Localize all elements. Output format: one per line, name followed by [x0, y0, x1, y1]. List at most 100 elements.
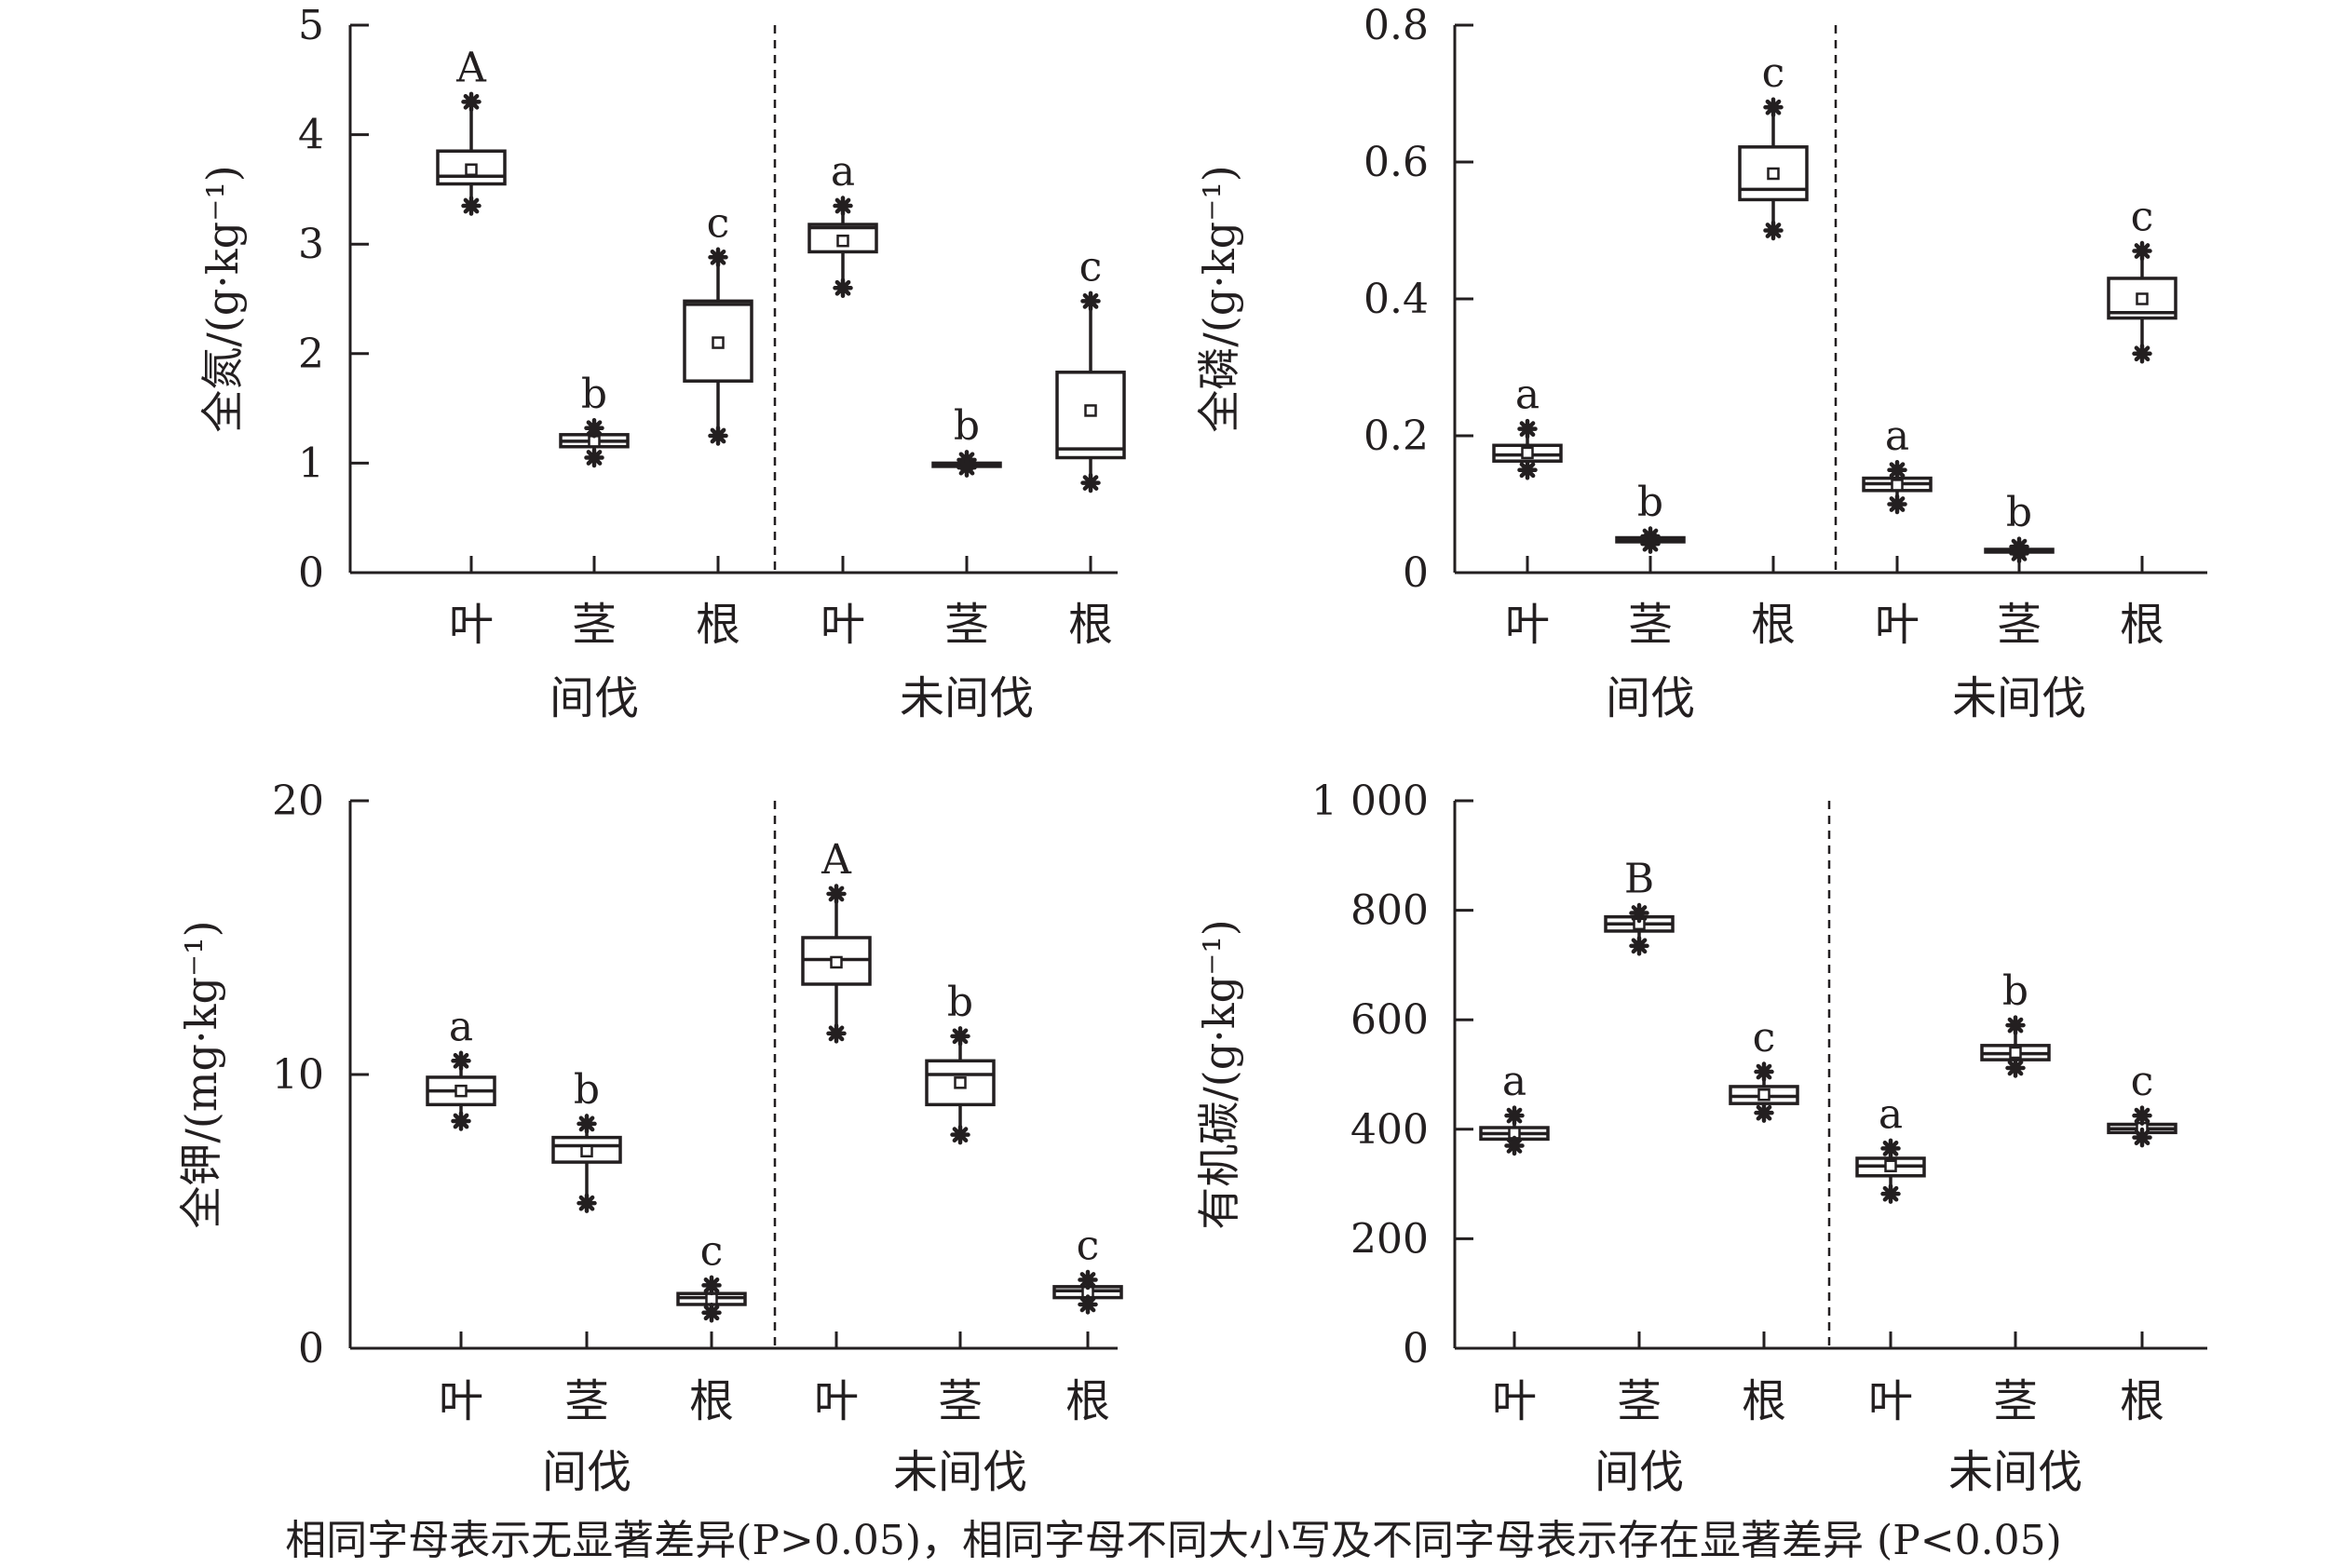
y-tick-label: 0.4 [1363, 276, 1429, 323]
y-tick-label: 3 [298, 221, 324, 268]
x-tick-label: 茎 [564, 1375, 609, 1427]
box-1: a [1479, 1058, 1550, 1156]
min-point [1887, 493, 1907, 515]
max-point [1763, 97, 1784, 117]
x-tick-label: 茎 [938, 1375, 983, 1427]
mean-marker [705, 1292, 718, 1305]
significance-letter: a [1885, 412, 1909, 460]
box-5: b [1980, 967, 2051, 1078]
x-tick-label: 茎 [572, 599, 617, 651]
significance-letter: A [821, 836, 852, 884]
group-label: 间伐 [1594, 1446, 1684, 1498]
x-tick-label: 根 [696, 599, 740, 651]
x-tick-label: 茎 [1628, 599, 1673, 651]
significance-letter: c [1077, 1223, 1100, 1270]
significance-letter: c [1079, 243, 1103, 291]
x-tick-label: 根 [1751, 599, 1796, 651]
box-3: c [683, 199, 753, 446]
box-2: b [1615, 479, 1686, 554]
x-tick-label: 叶 [1875, 599, 1920, 651]
box-1: A [436, 44, 507, 216]
y-tick-label: 4 [298, 112, 324, 159]
max-point [451, 1050, 471, 1072]
max-point [1078, 1269, 1098, 1291]
chart-panel-1: 0 1 2 3 4 5 全氮/(g·kg⁻¹) 叶 茎 根 叶 茎 根间伐 未间伐 Ab c a b c [197, 2, 1126, 724]
significance-letter: c [1753, 1014, 1776, 1061]
min-point [1754, 1102, 1774, 1123]
significance-letter: c [700, 1227, 724, 1275]
significance-letter: c [707, 199, 730, 247]
box-2: b [559, 371, 630, 468]
y-tick-label: 0.2 [1363, 412, 1429, 460]
x-tick-label: 叶 [814, 1375, 859, 1427]
min-point [2009, 543, 2029, 564]
significance-letter: b [947, 979, 973, 1026]
box-5: b [931, 402, 1002, 478]
x-tick-label: 根 [689, 1375, 734, 1427]
mean-marker [1891, 479, 1904, 492]
mean-marker [1884, 1159, 1897, 1172]
max-point [2132, 240, 2152, 262]
significance-letter: c [2131, 1058, 2154, 1105]
box-4: a [807, 148, 878, 298]
y-tick-label: 10 [272, 1051, 324, 1099]
y-tick-label: 0.6 [1363, 139, 1429, 186]
significance-letter: b [581, 371, 607, 418]
group-label: 未间伐 [893, 1446, 1027, 1498]
max-point [2132, 1105, 2152, 1126]
x-tick-label: 叶 [821, 599, 865, 651]
min-point [826, 1023, 847, 1044]
y-tick-label: 1 000 [1311, 777, 1429, 825]
mean-marker [454, 1084, 468, 1098]
mean-marker [954, 1076, 967, 1089]
max-point [708, 247, 728, 268]
mean-marker [2009, 1046, 2022, 1060]
y-tick-label: 0 [298, 1325, 324, 1372]
max-point [701, 1275, 722, 1296]
group-label: 间伐 [1606, 672, 1695, 724]
min-point [708, 426, 728, 446]
y-tick-label: 0 [298, 549, 324, 597]
mean-marker [580, 1144, 593, 1158]
x-tick-label: 根 [2120, 1375, 2164, 1427]
min-point [577, 1193, 597, 1213]
y-tick-label: 600 [1350, 996, 1429, 1044]
box-4: A [801, 836, 872, 1044]
min-point [701, 1303, 722, 1323]
significance-letter: b [954, 402, 980, 450]
group-label: 未间伐 [1948, 1446, 2082, 1498]
significance-letter: a [1879, 1090, 1903, 1138]
significance-letter: a [1515, 372, 1540, 419]
significance-letter: b [2002, 967, 2028, 1015]
significance-letter: B [1624, 856, 1654, 903]
significance-letter: b [1637, 479, 1663, 526]
box-2: B [1604, 856, 1675, 956]
max-point [1080, 291, 1101, 312]
min-point [461, 196, 482, 216]
min-point [1629, 936, 1649, 956]
x-tick-label: 根 [1065, 1375, 1110, 1427]
min-point [950, 1124, 970, 1145]
box-6: c [1052, 1223, 1123, 1315]
max-point [833, 196, 853, 216]
significance-letter: b [574, 1066, 600, 1114]
chart-panel-2: 0 0.2 0.4 0.6 0.8 全磷/(g·kg⁻¹) 叶 茎 根 叶 茎 根间伐 未间伐 a b c a b… [1194, 2, 2207, 724]
significance-letter: a [831, 148, 855, 196]
min-point [1880, 1183, 1901, 1204]
mean-marker [2136, 292, 2149, 305]
box-2: b [551, 1066, 622, 1213]
x-tick-label: 根 [1742, 1375, 1786, 1427]
y-tick-label: 800 [1350, 887, 1429, 935]
x-tick-label: 根 [1068, 599, 1113, 651]
x-tick-label: 叶 [1492, 1375, 1537, 1427]
significance-letter: c [2131, 194, 2154, 241]
box-4: a [1862, 412, 1933, 515]
box-3: c [676, 1227, 747, 1323]
min-point [1517, 460, 1538, 480]
significance-letter: b [2006, 489, 2032, 536]
max-point [1629, 902, 1649, 924]
min-point [451, 1111, 471, 1131]
max-point [950, 1026, 970, 1047]
min-point [1078, 1294, 1098, 1315]
